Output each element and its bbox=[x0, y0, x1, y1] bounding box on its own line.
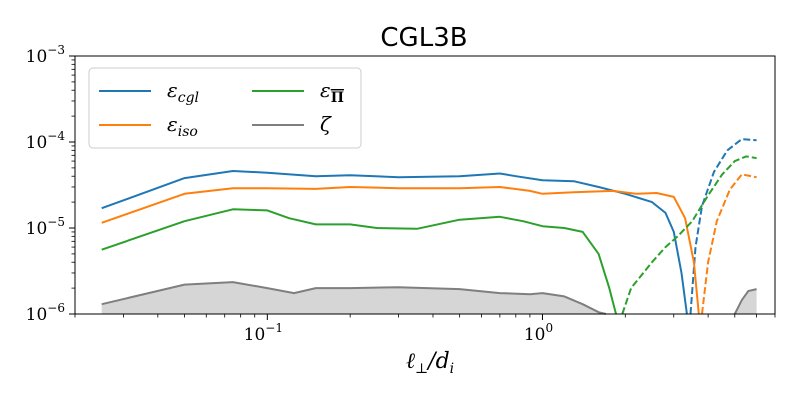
series-line-1-solid bbox=[101, 186, 700, 315]
zeta-area-fill bbox=[101, 282, 606, 314]
series-lines bbox=[101, 138, 757, 315]
legend-box bbox=[88, 67, 362, 149]
series-line-2-solid bbox=[101, 208, 617, 315]
series-line-2-dashed bbox=[621, 155, 757, 315]
x-tick-label-0: 10−1 bbox=[244, 321, 283, 345]
axes: 10−1 100 10−6 10−5 10−4 10−3 bbox=[26, 43, 776, 345]
y-tick-label-3: 10−3 bbox=[26, 43, 65, 67]
series-line-0-solid bbox=[101, 170, 688, 315]
y-tick-label-0: 10−6 bbox=[26, 301, 65, 325]
legend-label-2: εΠ bbox=[320, 78, 344, 106]
legend-label-0: εcgl bbox=[167, 78, 199, 106]
series-line-1-dashed bbox=[701, 173, 757, 315]
x-tick-label-1: 100 bbox=[524, 321, 553, 345]
x-axis-label: ℓ⊥/di bbox=[406, 349, 454, 377]
series-line-0-dashed bbox=[689, 138, 757, 315]
y-tick-label-2: 10−4 bbox=[26, 129, 66, 153]
legend-label-1: εiso bbox=[167, 112, 198, 140]
series-line-3-segment2 bbox=[733, 288, 757, 315]
legend-label-3: ζ bbox=[320, 112, 332, 136]
area-fills bbox=[101, 282, 757, 314]
legend: εcgl εiso εΠ ζ bbox=[88, 67, 362, 149]
y-tick-label-1: 10−5 bbox=[26, 215, 65, 239]
plot-frame bbox=[74, 55, 776, 315]
zeta-area-fill-2 bbox=[734, 289, 757, 314]
series-line-3-solid bbox=[101, 281, 607, 315]
chart-title: CGL3B bbox=[380, 23, 467, 53]
